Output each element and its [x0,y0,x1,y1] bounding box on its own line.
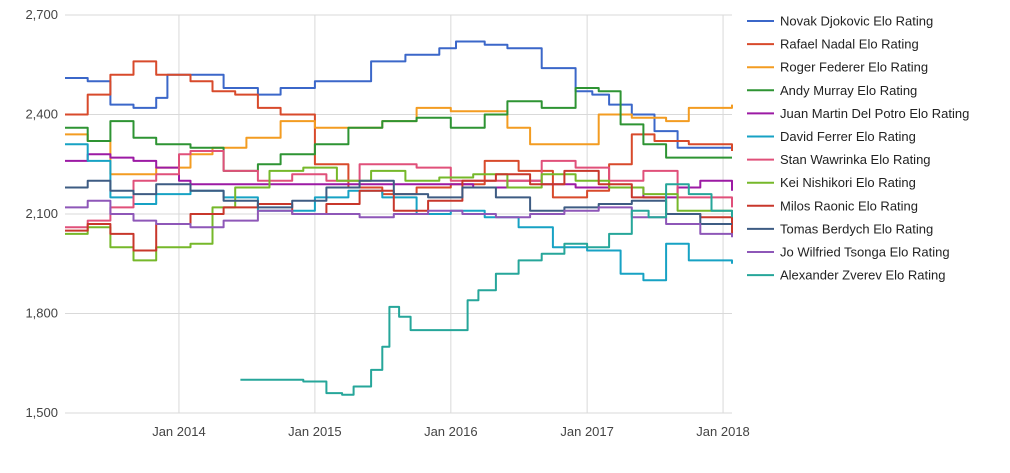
legend-label: Juan Martin Del Potro Elo Rating [780,106,969,121]
series-lines [65,40,733,396]
legend-label: Alexander Zverev Elo Rating [780,268,945,283]
x-tick-label: Jan 2015 [288,424,342,439]
legend-label: Rafael Nadal Elo Rating [780,37,919,52]
legend-label: David Ferrer Elo Rating [780,129,916,144]
x-tick-label: Jan 2014 [152,424,206,439]
legend: Novak Djokovic Elo Rating Rafael Nadal El… [747,14,969,283]
series-line-4 [65,87,732,172]
legend-label: Jo Wilfried Tsonga Elo Rating [780,245,950,260]
legend-label: Novak Djokovic Elo Rating [780,14,933,29]
series-line-2 [65,60,733,199]
y-tick-label: 2,100 [25,206,58,221]
series-line-11 [65,199,733,238]
y-tick-label: 2,700 [25,7,58,22]
x-tick-label: Jan 2016 [424,424,478,439]
series-line-6 [65,143,733,282]
legend-label: Milos Raonic Elo Rating [780,198,918,213]
axis-labels: 1,500 1,800 2,100 2,400 2,700 Jan 2014 Jan 201… [25,7,749,439]
legend-label: Roger Federer Elo Rating [780,60,928,75]
y-tick-label: 1,800 [25,306,58,321]
legend-label: Andy Murray Elo Rating [780,83,917,98]
legend-label: Stan Wawrinka Elo Rating [780,152,931,167]
series-line-1 [65,40,732,149]
legend-label: Tomas Berdych Elo Rating [780,221,933,236]
legend-label: Kei Nishikori Elo Rating [780,175,916,190]
grid-lines [65,14,732,414]
series-line-12 [240,183,733,396]
series-line-10 [65,179,732,225]
y-tick-label: 1,500 [25,405,58,420]
x-tick-label: Jan 2017 [560,424,614,439]
x-tick-label: Jan 2018 [696,424,750,439]
y-tick-label: 2,400 [25,107,58,122]
